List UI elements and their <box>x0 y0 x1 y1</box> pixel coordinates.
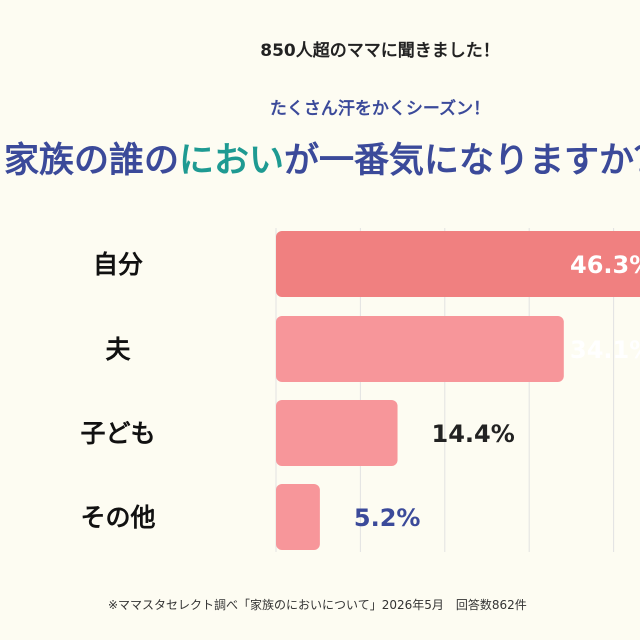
title-pre: 家族の誰の <box>4 141 180 181</box>
category-label: 子ども <box>80 419 155 448</box>
bar <box>276 400 398 466</box>
bar <box>276 484 320 550</box>
bar <box>276 231 640 297</box>
title-post: が一番気になりますか？ <box>284 141 640 181</box>
data-label: 46.3% <box>570 251 640 279</box>
category-label: 自分 <box>93 250 143 279</box>
bar <box>276 316 564 382</box>
subtitle: たくさん汗をかくシーズン！ <box>269 99 491 119</box>
lead-text: 850人超のママに聞きました！ <box>260 41 500 61</box>
source-note: ※ママスタセレクト調べ「家族のにおいについて」2026年5月 回答数862件 <box>108 598 527 612</box>
data-label: 14.4% <box>432 420 515 448</box>
chart-title: 家族の誰のにおいが一番気になりますか？ <box>4 132 640 183</box>
category-label: その他 <box>80 503 155 532</box>
data-label: 5.2% <box>354 504 421 532</box>
title-highlight: におい <box>179 141 285 181</box>
category-label: 夫 <box>105 335 131 364</box>
data-label: 34.1% <box>570 336 640 364</box>
